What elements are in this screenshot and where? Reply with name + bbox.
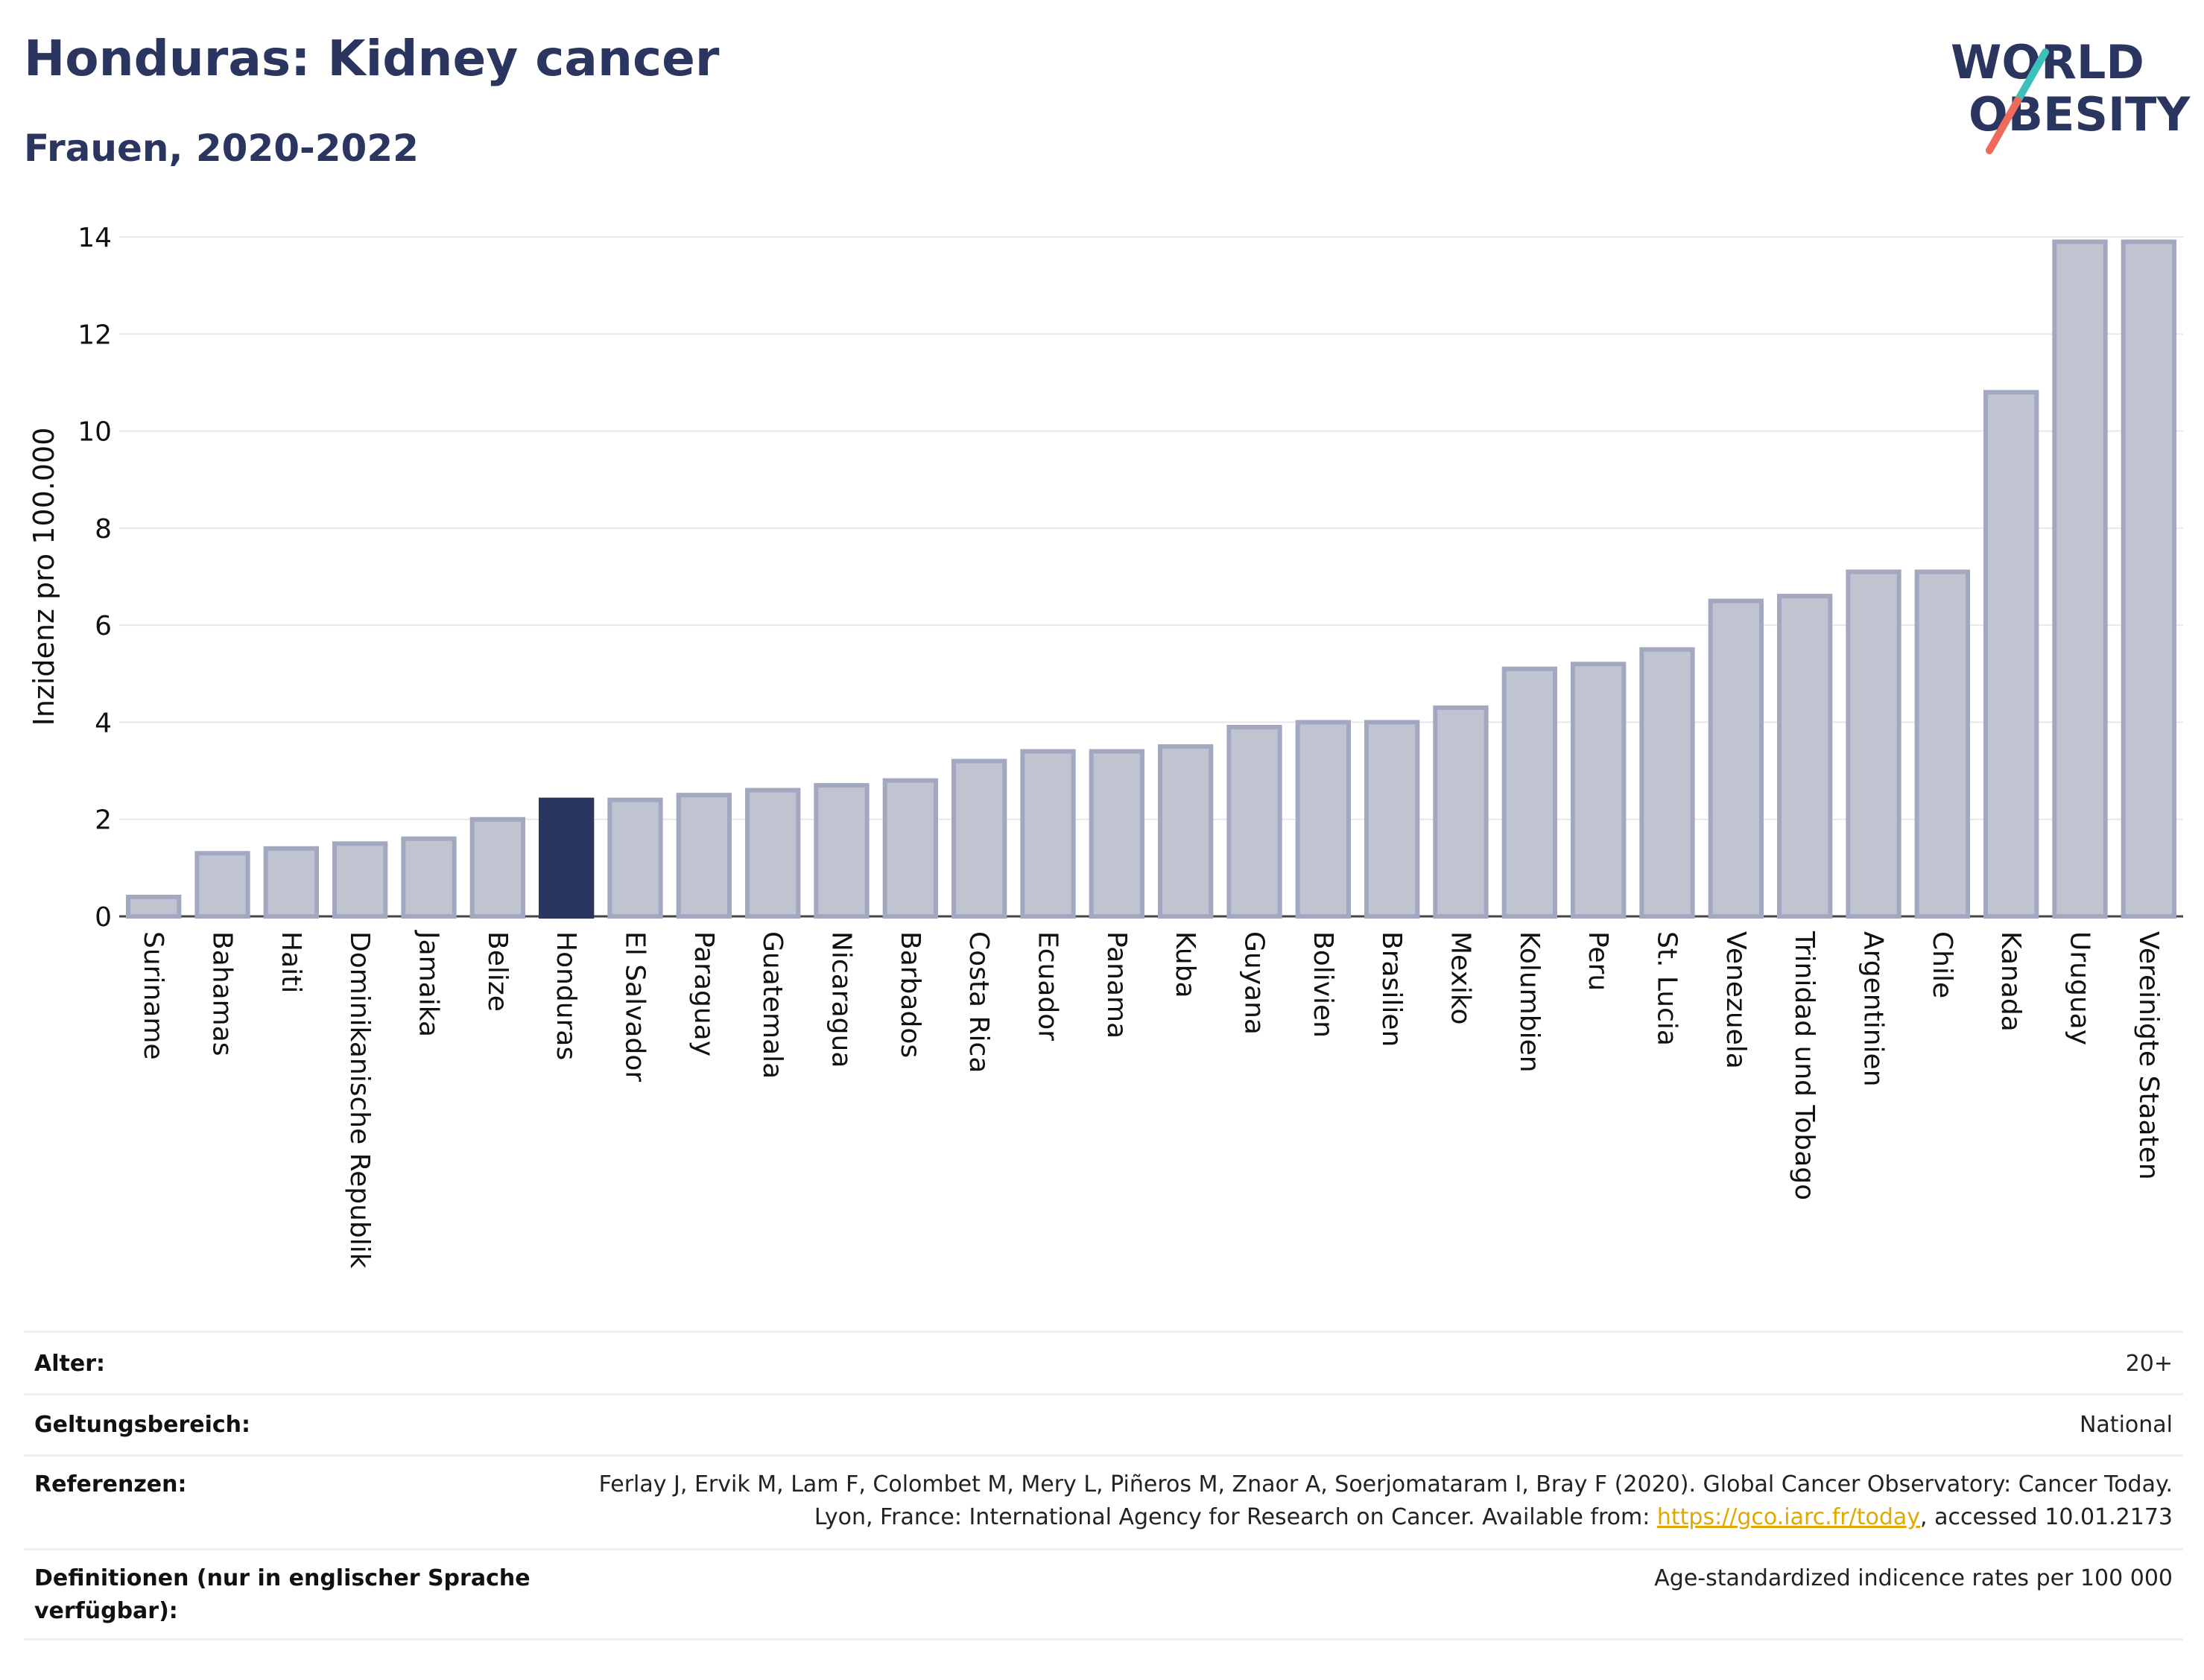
world-obesity-logo: WORLD OBESITY [1951,35,2191,154]
chart-subtitle: Frauen, 2020-2022 [24,127,419,170]
info-label-references: Referenzen: [34,1471,187,1497]
x-tick-label: El Salvador [620,931,650,1082]
logo-line2: OBESITY [1969,87,2191,142]
chart-title: Honduras: Kidney cancer [24,30,720,87]
logo-coral-stroke [1986,97,2021,154]
bar-costa-rica [951,758,1007,919]
x-tick-label: Nicaragua [826,931,857,1068]
x-tick-label: Haiti [276,931,306,993]
bar-bahamas [194,851,250,919]
x-tick-label: Uruguay [2065,931,2095,1045]
x-tick-label: Jamaika [414,930,444,1037]
bar-kolumbien [1501,666,1557,919]
info-value-definitions: Age-standardized indicence rates per 100… [1654,1565,2173,1591]
bar-uruguay [2052,239,2108,919]
info-row-scope: Geltungsbereich: National [24,1393,2183,1454]
x-tick-label: Kuba [1170,931,1200,998]
x-tick-label: Kanada [1995,931,2026,1032]
y-axis-label: Inzidenz pro 100.000 [28,428,60,726]
info-table: Alter: 20+ Geltungsbereich: National Ref… [24,1331,2183,1641]
x-tick-label: Panama [1101,931,1132,1039]
y-tick-label: 8 [95,514,112,545]
info-label-scope: Geltungsbereich: [34,1412,251,1438]
bar-argentinien [1846,569,1901,919]
bar-trinidad-und-tobago [1777,594,1833,919]
x-tick-label: Brasilien [1376,931,1407,1047]
info-row-references: Referenzen: Ferlay J, Ervik M, Lam F, Co… [24,1454,2183,1548]
y-tick-label: 14 [77,223,112,253]
info-value-references: Ferlay J, Ervik M, Lam F, Colombet M, Me… [586,1468,2183,1534]
bar-paraguay [676,793,732,919]
bar-belize [469,817,525,919]
bar-chile [1914,569,1970,919]
logo-teal-stroke [2014,48,2049,104]
bar-kuba [1158,744,1214,919]
bar-guyana [1226,724,1282,919]
x-tick-label: Chile [1927,931,1957,998]
x-axis-ticks: Suriname Bahamas Haiti Dominikanische Repub… [138,930,2164,1269]
bar-peru [1571,662,1627,919]
logo-line1: WORLD [1951,35,2144,89]
bar-dominikanische-republik [332,841,388,919]
x-tick-label: Paraguay [688,931,719,1056]
x-tick-label: Dominikanische Republik [344,931,375,1269]
x-tick-label: Barbados [895,931,925,1058]
info-label-definitions: Definitionen (nur in englischer Sprache … [34,1565,531,1624]
info-label-age: Alter: [34,1351,105,1377]
x-tick-label: Peru [1583,931,1613,991]
bar-chart: 0 2 4 6 8 10 12 14 Suriname Bahamas Haiti Dominika… [28,223,2183,1269]
reference-text: Ferlay J, Ervik M, Lam F, Colombet M, Me… [598,1471,2173,1530]
bar-vereinigte-staaten [2121,239,2176,919]
y-axis-ticks: 0 2 4 6 8 10 12 14 [77,223,112,933]
bar-kanada [1983,390,2039,919]
x-tick-label: St. Lucia [1652,931,1682,1046]
bar-guatemala [745,787,801,919]
bar-el-salvador [607,797,663,919]
grid-lines [119,236,2183,918]
bar-suriname [126,894,182,919]
x-tick-label: Belize [482,931,513,1012]
x-tick-label: Mexiko [1445,931,1476,1024]
x-tick-label: Argentinien [1858,931,1889,1087]
x-tick-label: Kolumbien [1514,931,1545,1073]
y-tick-label: 0 [95,902,112,933]
bar-ecuador [1020,749,1076,919]
bar-st-lucia [1639,647,1695,919]
x-tick-label: Honduras [551,931,581,1060]
x-tick-label: Guyana [1239,931,1270,1035]
x-tick-label: Trinidad und Tobago [1789,931,1820,1200]
info-row-age: Alter: 20+ [24,1331,2183,1393]
bar-jamaika [401,836,457,919]
bar-bolivien [1295,720,1351,919]
x-tick-label: Bahamas [207,931,238,1056]
y-tick-label: 2 [95,805,112,836]
bar-brasilien [1364,720,1420,919]
y-tick-label: 10 [77,417,112,448]
bar-panama [1089,749,1144,919]
y-tick-label: 12 [77,320,112,350]
info-row-definitions: Definitionen (nur in englischer Sprache … [24,1548,2183,1641]
bars [126,239,2176,919]
bar-barbados [882,778,938,919]
reference-link[interactable]: https://gco.iarc.fr/today [1656,1504,1921,1530]
x-tick-label: Costa Rica [963,931,994,1073]
y-tick-label: 4 [95,708,112,738]
x-tick-label: Guatemala [757,931,788,1079]
y-tick-label: 6 [95,611,112,641]
bar-haiti [263,846,319,919]
x-tick-label: Bolivien [1308,931,1338,1038]
x-tick-label: Suriname [138,931,168,1060]
info-value-scope: National [2079,1412,2173,1438]
x-tick-label: Vereinigte Staaten [2133,931,2164,1180]
reference-accessed: , accessed 10.01.2173 [1920,1504,2173,1530]
info-value-age: 20+ [2125,1351,2173,1377]
bar-mexiko [1433,705,1489,919]
bar-honduras [539,797,595,919]
bar-nicaragua [814,783,870,919]
x-tick-label: Ecuador [1033,931,1063,1041]
x-tick-label: Venezuela [1720,931,1751,1069]
bar-venezuela [1708,598,1764,919]
